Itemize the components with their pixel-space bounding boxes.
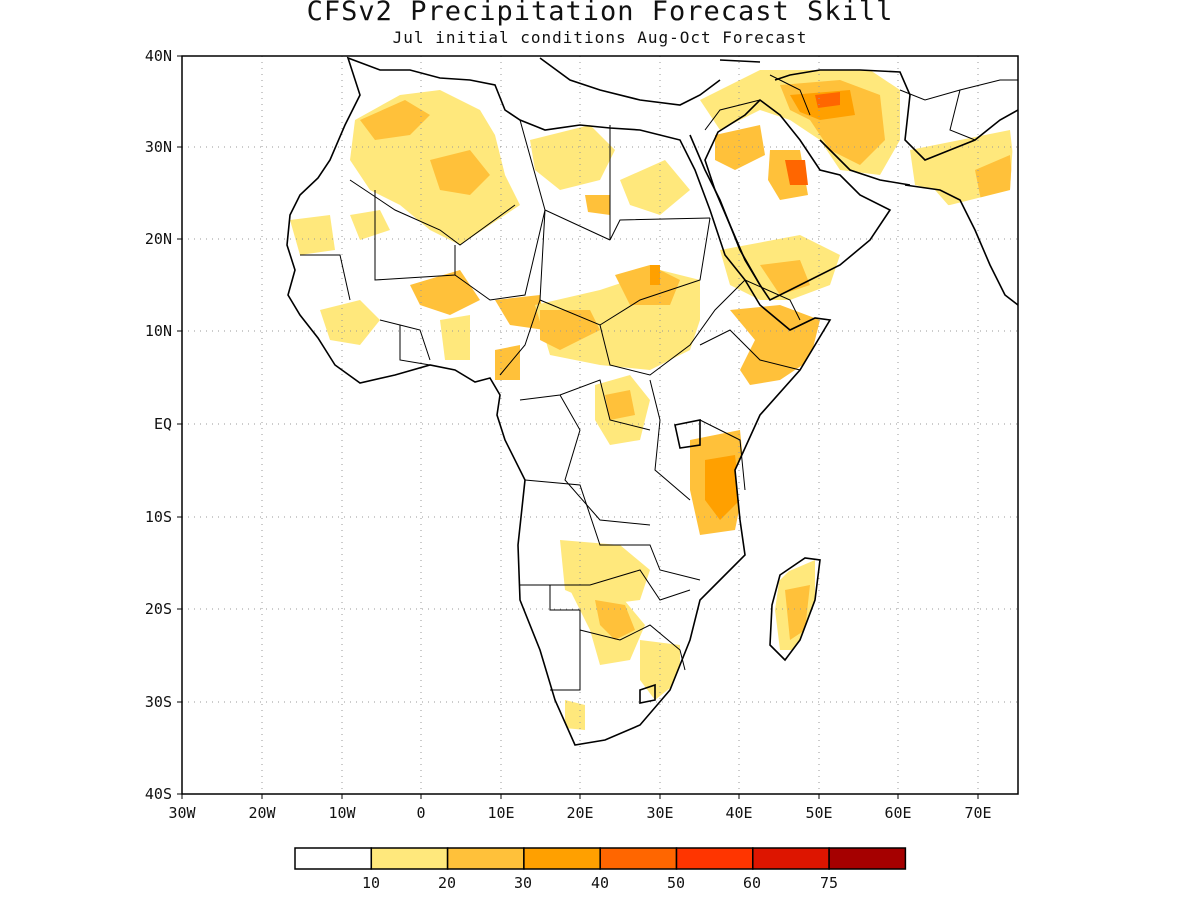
colorbar-label: 75 [820,874,838,892]
tick-marks [177,55,979,799]
colorbar-label: 60 [743,874,761,892]
colorbar-labels: 10 20 30 40 50 60 75 [362,874,838,892]
colorbar-swatch [294,847,373,870]
lon-label: 60E [884,804,911,822]
lon-label: 20W [248,804,276,822]
lat-label: 30S [145,693,172,711]
colorbar-swatch [752,847,830,870]
lon-label: 10E [487,804,514,822]
lat-label: 10N [145,322,172,340]
colorbar-label: 40 [591,874,609,892]
lat-label: 10S [145,508,172,526]
coastlines [286,56,1019,746]
colorbar-label: 50 [667,874,685,892]
lon-label: 40E [725,804,752,822]
country-borders [300,74,1018,691]
lon-label: 0 [416,804,425,822]
colorbar-swatch [675,847,754,870]
lon-label: 70E [964,804,991,822]
colorbar-label: 20 [438,874,456,892]
colorbar-label: 30 [514,874,532,892]
lat-label: 20S [145,600,172,618]
lat-label: 40S [145,785,172,803]
colorbar-swatch [370,847,449,870]
lat-label: 40N [145,47,172,65]
colorbar [294,847,907,870]
map-frame [181,55,1019,795]
map-title: CFSv2 Precipitation Forecast Skill [306,0,894,27]
lon-label: 20E [566,804,593,822]
gridlines [182,56,1018,794]
colorbar-swatch [828,847,907,870]
skill-shading [290,70,1018,730]
colorbar-label: 10 [362,874,380,892]
lat-label: 30N [145,138,172,156]
colorbar-swatch [446,847,525,870]
colorbar-swatch [599,847,678,870]
map-subtitle: Jul initial conditions Aug-Oct Forecast [392,28,808,47]
lon-label: 50E [805,804,832,822]
lat-label: EQ [154,415,172,433]
lon-label: 30W [168,804,196,822]
colorbar-swatch [523,847,601,870]
lon-labels: 30W 20W 10W 0 10E 20E 30E 40E 50E 60E 70… [168,804,991,822]
lon-label: 10W [328,804,356,822]
lat-labels: 40N 30N 20N 10N EQ 10S 20S 30S 40S [145,47,172,803]
lon-label: 30E [646,804,673,822]
lat-label: 20N [145,230,172,248]
